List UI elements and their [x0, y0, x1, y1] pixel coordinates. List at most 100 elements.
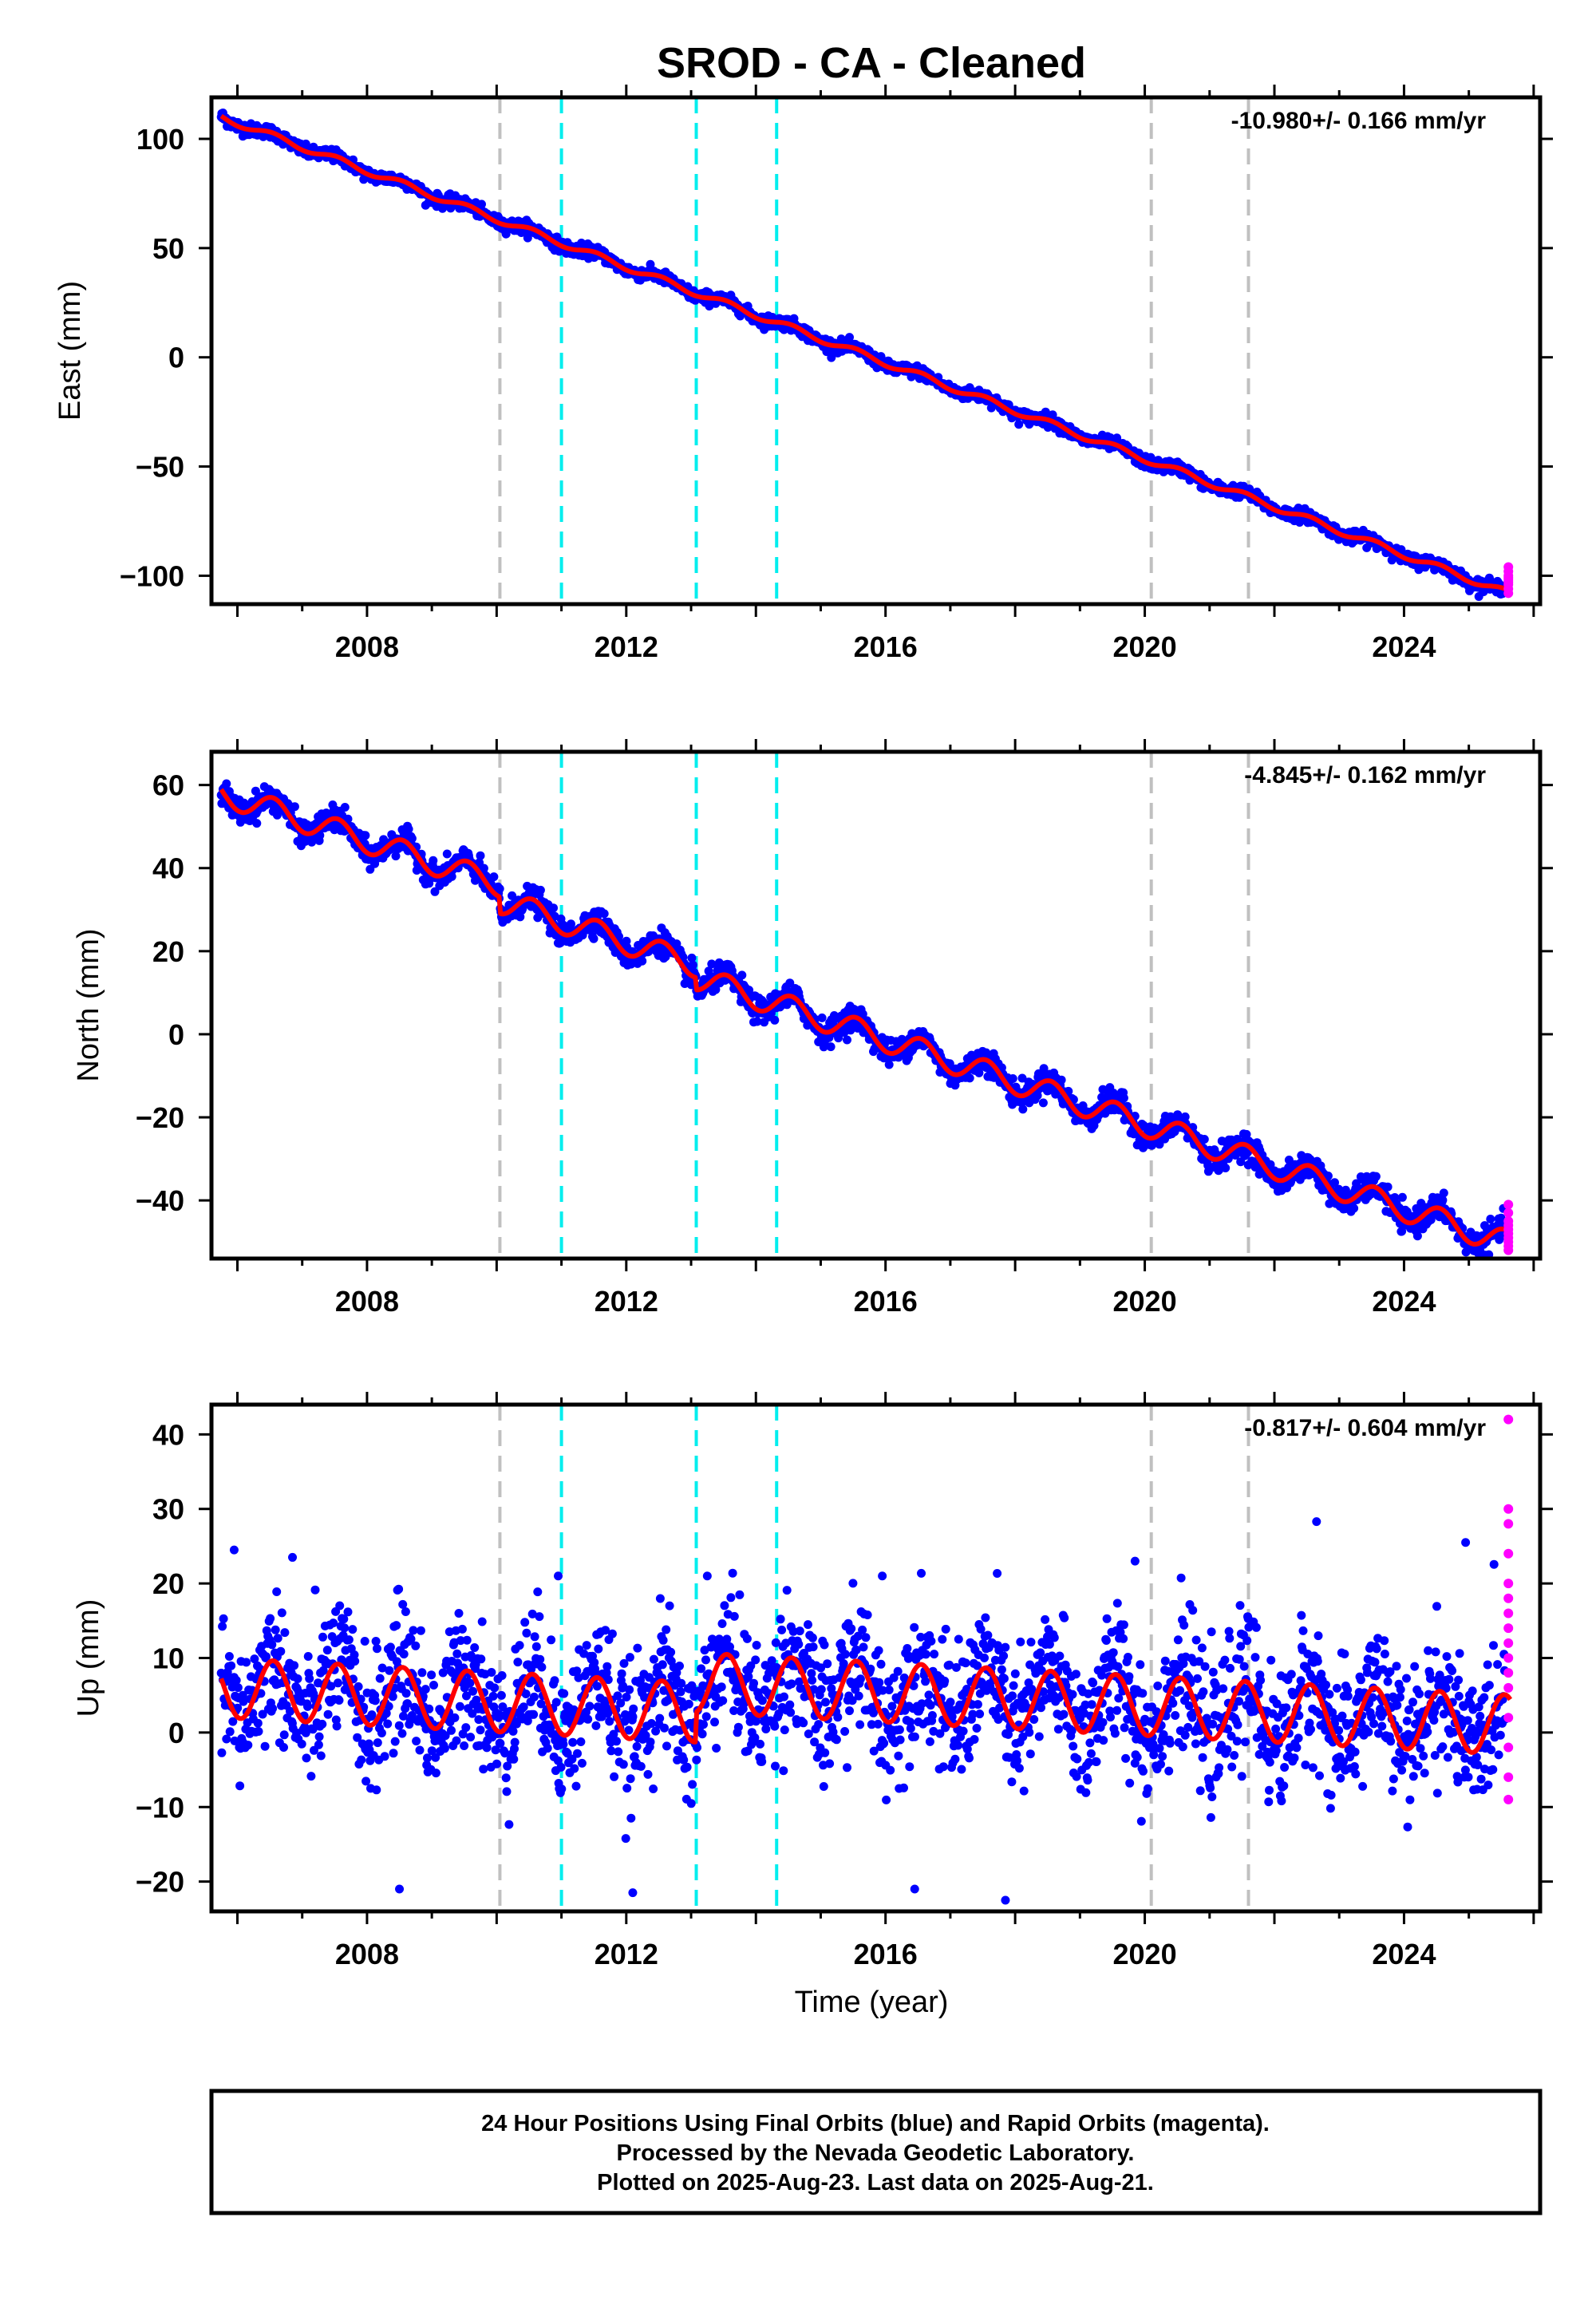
- data-point: [704, 966, 713, 976]
- y-tick-label: −20: [136, 1101, 184, 1134]
- data-point: [360, 1637, 369, 1646]
- data-point: [302, 1753, 311, 1763]
- data-point: [1014, 420, 1024, 429]
- data-point: [599, 909, 609, 919]
- data-point: [335, 1601, 345, 1611]
- y-tick-label: 60: [152, 769, 184, 802]
- y-tick-label: −50: [136, 451, 184, 484]
- data-point: [394, 1721, 404, 1730]
- data-point: [314, 1732, 324, 1741]
- data-point: [399, 1650, 409, 1659]
- data-point: [535, 885, 545, 895]
- data-point: [306, 1772, 316, 1781]
- data-point: [782, 1000, 792, 1010]
- data-point: [254, 1727, 263, 1736]
- data-point: [508, 891, 517, 900]
- y-tick-label: 0: [168, 1018, 184, 1051]
- data-point: [323, 1709, 333, 1719]
- data-point: [421, 1685, 430, 1694]
- data-point: [646, 259, 655, 269]
- data-point: [707, 959, 717, 969]
- data-point: [549, 903, 558, 913]
- data-point: [450, 1713, 460, 1722]
- x-tick-label: 2012: [595, 1285, 658, 1318]
- data-point: [401, 1689, 411, 1698]
- data-point: [343, 814, 353, 824]
- data-point: [266, 1614, 275, 1623]
- data-point: [401, 1607, 410, 1616]
- x-tick-label: 2020: [1113, 630, 1177, 663]
- data-point: [227, 1661, 236, 1670]
- model-line-east: [219, 113, 1511, 594]
- data-point: [334, 1678, 342, 1688]
- data-point: [479, 864, 488, 873]
- data-point: [1486, 1215, 1495, 1223]
- data-point: [638, 956, 647, 966]
- data-point: [489, 872, 499, 882]
- data-point: [316, 1751, 326, 1761]
- data-point: [417, 1668, 427, 1678]
- y-tick-label: −40: [136, 1184, 184, 1217]
- data-point: [1199, 1135, 1209, 1144]
- data-point: [332, 1721, 342, 1731]
- data-point: [367, 1710, 377, 1720]
- data-point: [235, 1781, 245, 1791]
- data-point: [373, 1738, 382, 1748]
- data-point: [271, 1625, 280, 1634]
- x-tick-label: 2016: [854, 630, 918, 663]
- data-point: [442, 849, 452, 859]
- data-point: [371, 1637, 381, 1646]
- data-point: [1349, 1203, 1359, 1213]
- data-point: [1371, 1172, 1381, 1181]
- data-point: [1033, 1091, 1042, 1101]
- data-point: [965, 1073, 974, 1083]
- data-point: [404, 824, 413, 834]
- data-point: [297, 1739, 306, 1749]
- data-point: [397, 1729, 407, 1738]
- data-point: [455, 1701, 464, 1711]
- data-point: [279, 1743, 288, 1752]
- data-point: [290, 802, 299, 812]
- data-point: [231, 1676, 241, 1685]
- data-point: [361, 1777, 371, 1786]
- data-point: [354, 1682, 363, 1691]
- data-point: [391, 852, 401, 861]
- data-point: [1017, 1073, 1027, 1083]
- data-point: [1412, 1231, 1422, 1241]
- data-point: [415, 1745, 425, 1755]
- data-point: [429, 1681, 438, 1690]
- data-point: [770, 1015, 780, 1025]
- data-point: [817, 1013, 827, 1022]
- data-point: [217, 1748, 227, 1757]
- data-point: [438, 1668, 448, 1678]
- data-point: [412, 1737, 421, 1746]
- x-tick-label: 2024: [1372, 1285, 1436, 1318]
- x-tick-label: 2020: [1113, 1285, 1177, 1318]
- data-point: [260, 1741, 270, 1751]
- data-point: [357, 1755, 366, 1765]
- data-point: [377, 1729, 386, 1737]
- plot-area-east: [216, 97, 1514, 604]
- data-point: [423, 1753, 432, 1763]
- data-point: [431, 1769, 440, 1778]
- data-point: [340, 1623, 350, 1633]
- data-point: [272, 1587, 282, 1596]
- data-point: [452, 1649, 462, 1658]
- data-point: [375, 1674, 385, 1683]
- data-point: [457, 1624, 467, 1634]
- data-point: [273, 1634, 282, 1643]
- data-point: [243, 1741, 253, 1750]
- data-point: [476, 851, 485, 860]
- data-point: [1383, 1182, 1393, 1192]
- data-point: [411, 1641, 421, 1650]
- data-point: [1008, 1074, 1017, 1083]
- y-tick-label: 20: [152, 935, 184, 968]
- data-point: [242, 1658, 251, 1667]
- data-point: [1057, 1075, 1066, 1085]
- y-tick-label: 0: [168, 342, 184, 374]
- data-point: [276, 1646, 286, 1656]
- x-tick-label: 2008: [335, 630, 399, 663]
